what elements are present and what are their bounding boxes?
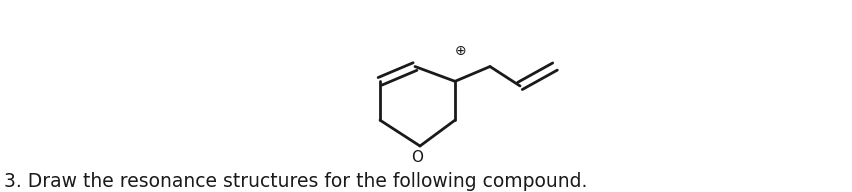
Text: $\oplus$: $\oplus$ — [454, 44, 466, 58]
Text: O: O — [411, 150, 423, 165]
Text: 3. Draw the resonance structures for the following compound.: 3. Draw the resonance structures for the… — [4, 172, 588, 191]
